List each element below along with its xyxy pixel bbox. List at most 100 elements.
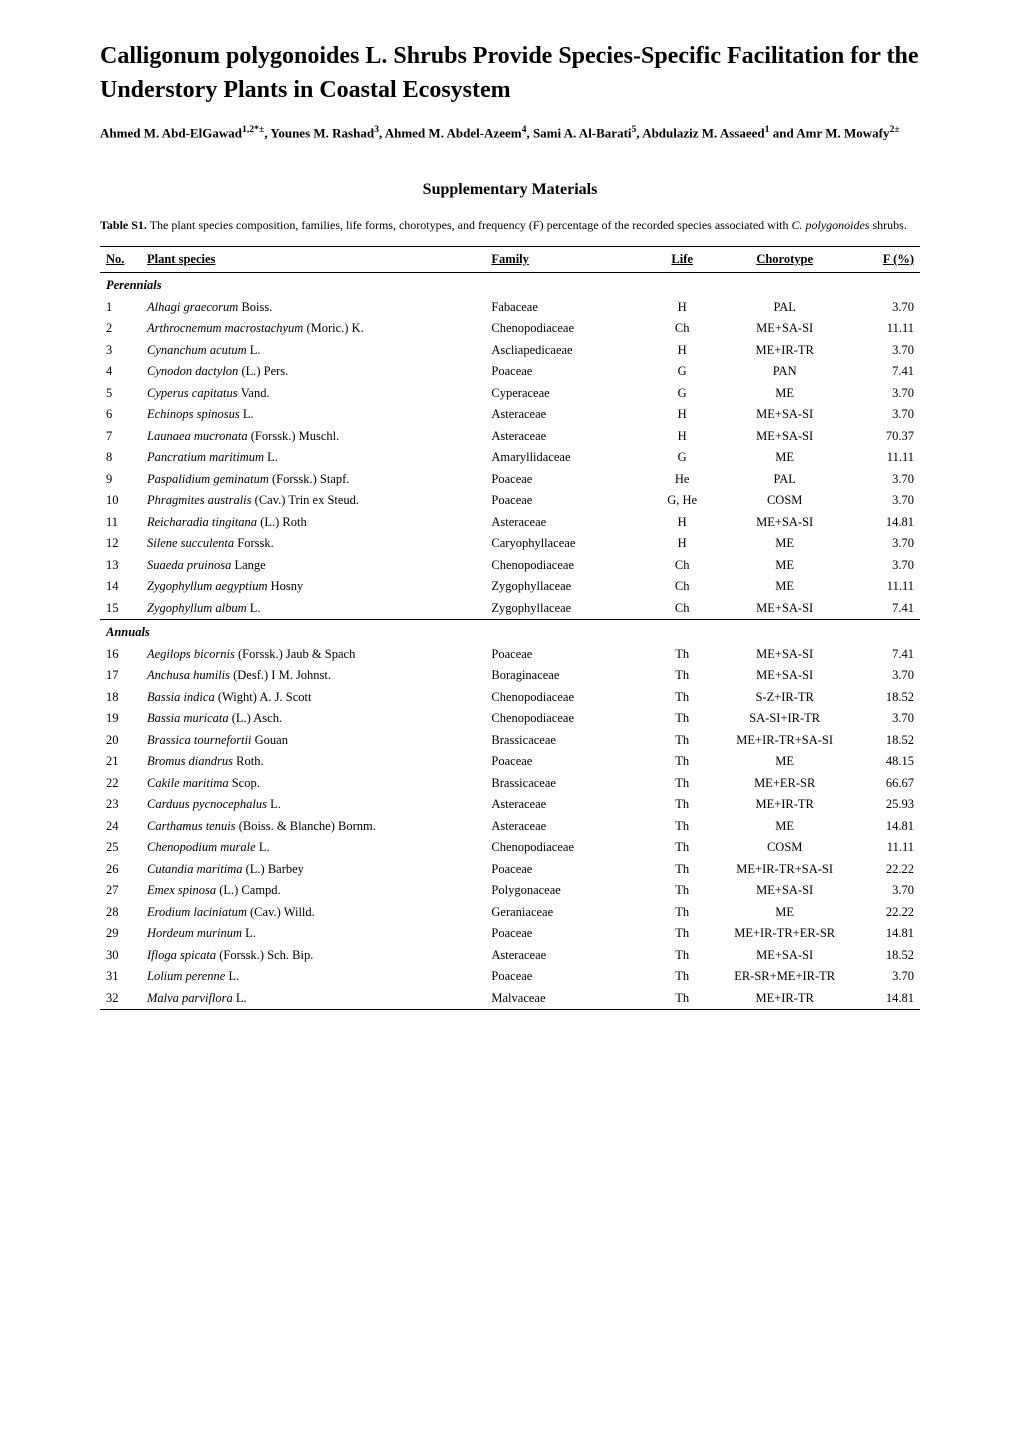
cell-chorotype: COSM <box>715 837 854 859</box>
table-header-row: No. Plant species Family Life Chorotype … <box>100 246 920 273</box>
cell-chorotype: ME+SA-SI <box>715 665 854 687</box>
cell-no: 7 <box>100 426 141 448</box>
cell-species: Zygophyllum album L. <box>141 598 485 620</box>
cell-life: Th <box>649 902 715 924</box>
cell-no: 31 <box>100 966 141 988</box>
cell-f: 3.70 <box>854 404 920 426</box>
cell-no: 1 <box>100 297 141 319</box>
cell-life: G <box>649 447 715 469</box>
cell-no: 32 <box>100 988 141 1010</box>
cell-f: 18.52 <box>854 687 920 709</box>
cell-species: Cakile maritima Scop. <box>141 773 485 795</box>
cell-chorotype: ME+SA-SI <box>715 598 854 620</box>
cell-family: Poaceae <box>485 490 649 512</box>
cell-f: 22.22 <box>854 859 920 881</box>
cell-life: Th <box>649 837 715 859</box>
col-header-family: Family <box>485 246 649 273</box>
cell-species: Cyperus capitatus Vand. <box>141 383 485 405</box>
table-row: 17Anchusa humilis (Desf.) I M. Johnst.Bo… <box>100 665 920 687</box>
cell-family: Chenopodiaceae <box>485 708 649 730</box>
cell-life: Th <box>649 665 715 687</box>
cell-life: Th <box>649 988 715 1010</box>
table-row: 32Malva parviflora L.MalvaceaeThME+IR-TR… <box>100 988 920 1010</box>
cell-no: 8 <box>100 447 141 469</box>
cell-chorotype: ME+IR-TR+ER-SR <box>715 923 854 945</box>
cell-family: Caryophyllaceae <box>485 533 649 555</box>
table-row: 24Carthamus tenuis (Boiss. & Blanche) Bo… <box>100 816 920 838</box>
cell-chorotype: ME <box>715 902 854 924</box>
authors-line: Ahmed M. Abd-ElGawad1,2*±, Younes M. Ras… <box>100 123 920 143</box>
cell-family: Chenopodiaceae <box>485 837 649 859</box>
cell-life: H <box>649 533 715 555</box>
cell-species: Carduus pycnocephalus L. <box>141 794 485 816</box>
cell-chorotype: S-Z+IR-TR <box>715 687 854 709</box>
cell-species: Alhagi graecorum Boiss. <box>141 297 485 319</box>
cell-no: 28 <box>100 902 141 924</box>
table-row: 7Launaea mucronata (Forssk.) Muschl.Aste… <box>100 426 920 448</box>
cell-family: Ascliapedicaeae <box>485 340 649 362</box>
table-row: 11Reicharadia tingitana (L.) RothAsterac… <box>100 512 920 534</box>
table-row: 9Paspalidium geminatum (Forssk.) Stapf.P… <box>100 469 920 491</box>
cell-species: Phragmites australis (Cav.) Trin ex Steu… <box>141 490 485 512</box>
cell-life: H <box>649 297 715 319</box>
cell-f: 7.41 <box>854 361 920 383</box>
cell-f: 3.70 <box>854 665 920 687</box>
cell-family: Poaceae <box>485 751 649 773</box>
cell-family: Asteraceae <box>485 794 649 816</box>
cell-family: Asteraceae <box>485 512 649 534</box>
cell-life: H <box>649 404 715 426</box>
table-row: 27Emex spinosa (L.) Campd.PolygonaceaeTh… <box>100 880 920 902</box>
table-row: 18Bassia indica (Wight) A. J. ScottCheno… <box>100 687 920 709</box>
group-header: Annuals <box>100 620 920 644</box>
cell-no: 22 <box>100 773 141 795</box>
cell-family: Asteraceae <box>485 816 649 838</box>
table-row: 16Aegilops bicornis (Forssk.) Jaub & Spa… <box>100 644 920 666</box>
cell-chorotype: ME+ER-SR <box>715 773 854 795</box>
cell-f: 3.70 <box>854 966 920 988</box>
cell-no: 6 <box>100 404 141 426</box>
cell-species: Silene succulenta Forssk. <box>141 533 485 555</box>
cell-f: 14.81 <box>854 816 920 838</box>
cell-no: 9 <box>100 469 141 491</box>
cell-life: G <box>649 361 715 383</box>
cell-species: Bromus diandrus Roth. <box>141 751 485 773</box>
table-row: 14Zygophyllum aegyptium HosnyZygophyllac… <box>100 576 920 598</box>
table-row: 19Bassia muricata (L.) Asch.Chenopodiace… <box>100 708 920 730</box>
table-row: 2Arthrocnemum macrostachyum (Moric.) K.C… <box>100 318 920 340</box>
cell-life: Ch <box>649 555 715 577</box>
cell-chorotype: ME+IR-TR+SA-SI <box>715 730 854 752</box>
cell-chorotype: ME+SA-SI <box>715 426 854 448</box>
cell-life: Th <box>649 859 715 881</box>
cell-chorotype: ME+SA-SI <box>715 512 854 534</box>
table-row: 4Cynodon dactylon (L.) Pers.PoaceaeGPAN7… <box>100 361 920 383</box>
cell-chorotype: ME+SA-SI <box>715 644 854 666</box>
cell-family: Boraginaceae <box>485 665 649 687</box>
cell-chorotype: ME+IR-TR <box>715 988 854 1010</box>
cell-species: Suaeda pruinosa Lange <box>141 555 485 577</box>
cell-no: 17 <box>100 665 141 687</box>
cell-species: Emex spinosa (L.) Campd. <box>141 880 485 902</box>
cell-no: 5 <box>100 383 141 405</box>
cell-f: 18.52 <box>854 730 920 752</box>
table-row: 3Cynanchum acutum L.AscliapedicaeaeHME+I… <box>100 340 920 362</box>
cell-f: 3.70 <box>854 533 920 555</box>
cell-species: Cutandia maritima (L.) Barbey <box>141 859 485 881</box>
cell-no: 19 <box>100 708 141 730</box>
cell-life: Ch <box>649 576 715 598</box>
cell-family: Poaceae <box>485 469 649 491</box>
cell-family: Poaceae <box>485 966 649 988</box>
cell-no: 30 <box>100 945 141 967</box>
cell-species: Bassia indica (Wight) A. J. Scott <box>141 687 485 709</box>
cell-no: 24 <box>100 816 141 838</box>
cell-f: 3.70 <box>854 340 920 362</box>
table-row: 28Erodium laciniatum (Cav.) Willd.Gerani… <box>100 902 920 924</box>
cell-f: 25.93 <box>854 794 920 816</box>
cell-no: 14 <box>100 576 141 598</box>
cell-species: Malva parviflora L. <box>141 988 485 1010</box>
cell-chorotype: ME <box>715 447 854 469</box>
cell-chorotype: ME+SA-SI <box>715 880 854 902</box>
table-row: 6Echinops spinosus L.AsteraceaeHME+SA-SI… <box>100 404 920 426</box>
cell-species: Ifloga spicata (Forssk.) Sch. Bip. <box>141 945 485 967</box>
cell-species: Launaea mucronata (Forssk.) Muschl. <box>141 426 485 448</box>
cell-life: G <box>649 383 715 405</box>
